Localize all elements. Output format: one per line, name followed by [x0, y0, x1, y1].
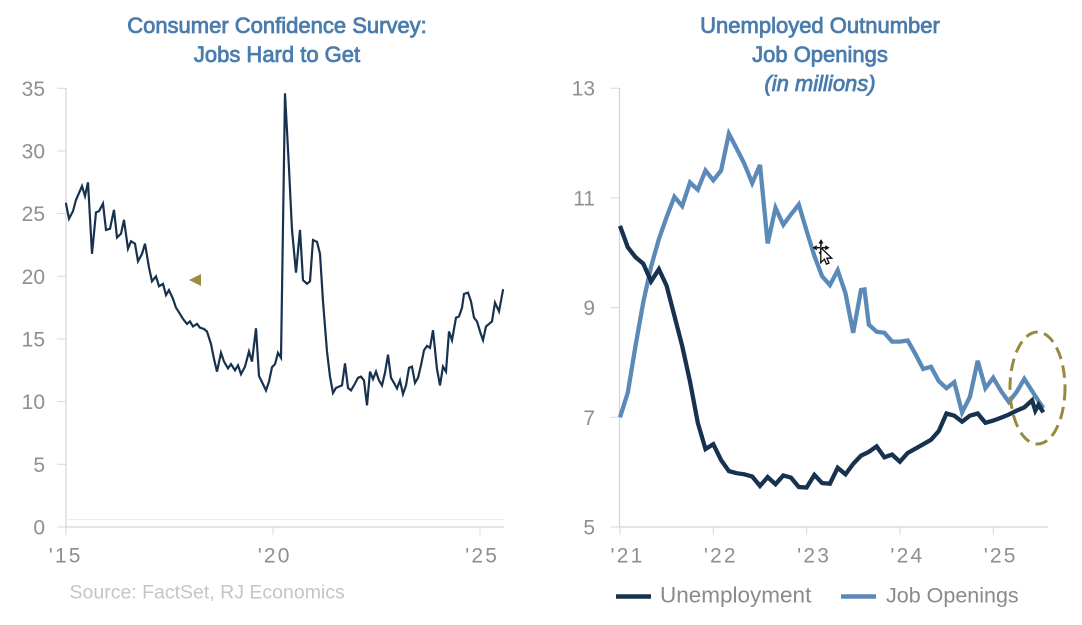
svg-text:Unemployed Outnumber: Unemployed Outnumber — [700, 13, 940, 38]
svg-text:7: 7 — [583, 407, 595, 430]
svg-text:0: 0 — [33, 517, 45, 540]
svg-text:Source: FactSet, RJ Economics: Source: FactSet, RJ Economics — [70, 582, 346, 604]
svg-text:'20: '20 — [258, 545, 292, 568]
svg-text:'21: '21 — [611, 545, 645, 568]
svg-text:Jobs Hard to Get: Jobs Hard to Get — [194, 42, 360, 67]
svg-text:'24: '24 — [890, 545, 924, 568]
svg-text:'25: '25 — [984, 545, 1018, 568]
svg-text:5: 5 — [33, 454, 45, 477]
svg-text:9: 9 — [583, 297, 595, 320]
svg-text:20: 20 — [22, 266, 45, 289]
svg-text:'23: '23 — [797, 545, 831, 568]
svg-text:25: 25 — [22, 203, 45, 226]
svg-text:'15: '15 — [49, 545, 83, 568]
svg-text:Unemployment: Unemployment — [660, 583, 812, 608]
svg-text:10: 10 — [22, 391, 45, 414]
svg-text:(in millions): (in millions) — [764, 71, 875, 96]
svg-text:15: 15 — [22, 329, 45, 352]
svg-text:11: 11 — [573, 187, 595, 210]
svg-text:5: 5 — [583, 517, 595, 540]
svg-text:30: 30 — [22, 141, 45, 164]
svg-text:'25: '25 — [465, 545, 499, 568]
svg-text:35: 35 — [22, 78, 45, 101]
svg-text:Job Openings: Job Openings — [752, 42, 888, 67]
svg-text:Consumer Confidence Survey:: Consumer Confidence Survey: — [127, 13, 427, 38]
svg-text:'22: '22 — [704, 545, 738, 568]
svg-text:13: 13 — [572, 78, 595, 101]
svg-text:Job Openings: Job Openings — [886, 584, 1019, 608]
